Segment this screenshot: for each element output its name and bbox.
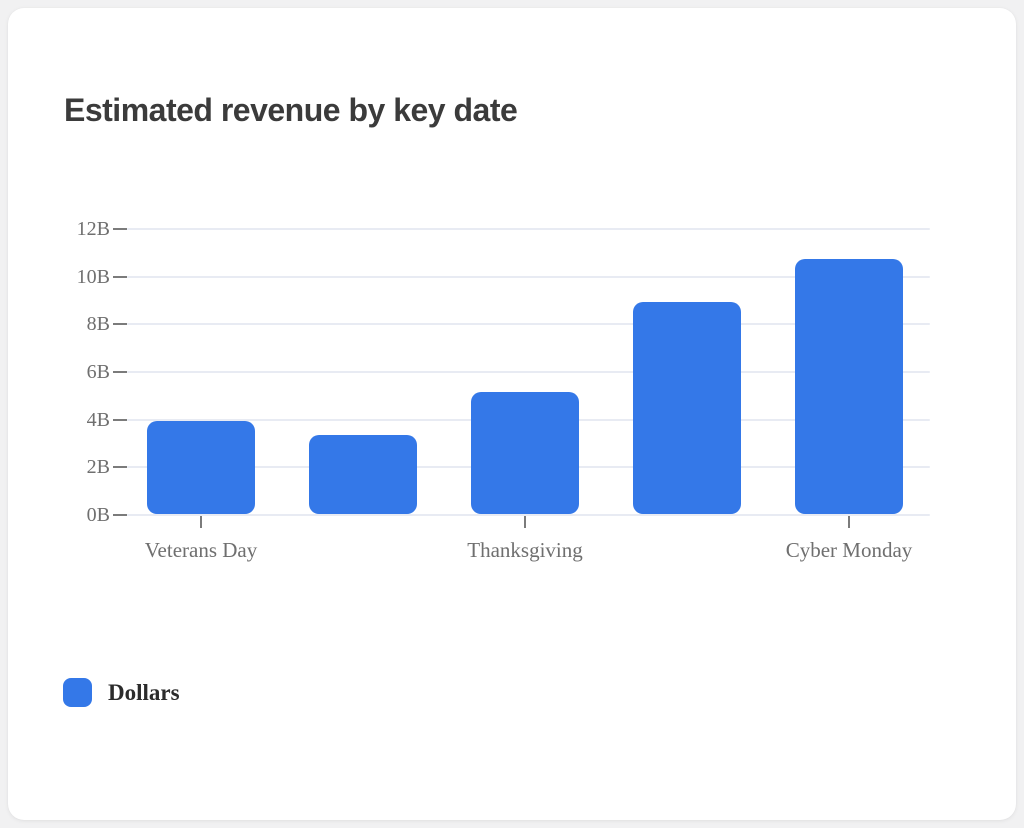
- y-axis-tick-12b: [113, 228, 127, 230]
- legend-label: Dollars: [108, 679, 180, 705]
- y-axis-tick-4b: [113, 418, 127, 421]
- chart-legend: Dollars: [63, 678, 180, 707]
- gridline-10b: [127, 275, 930, 278]
- y-axis-tick-8b: [113, 323, 127, 326]
- y-axis-tick-2b: [113, 466, 127, 469]
- legend-swatch-icon: [63, 678, 92, 707]
- y-axis-tick-6b: [113, 371, 127, 373]
- y-axis-tick-10b: [113, 275, 127, 278]
- bar-thanksgiving[interactable]: [471, 392, 579, 514]
- y-axis-label-0b: 0B: [86, 504, 110, 526]
- chart-card: Estimated revenue by key date 0B 2B 4B 6B 8B…: [8, 8, 1016, 820]
- gridline-6b: [127, 371, 930, 373]
- legend-item-dollars[interactable]: Dollars: [63, 678, 180, 707]
- gridline-8b: [127, 323, 930, 326]
- x-axis-tick-cyber-monday: [848, 516, 850, 528]
- x-axis-label-thanksgiving: Thanksgiving: [467, 538, 583, 562]
- gridline-0b: [127, 514, 930, 516]
- bar-series-2[interactable]: [309, 435, 417, 514]
- y-axis-label-2b: 2B: [86, 456, 110, 479]
- bar-cyber-monday[interactable]: [795, 258, 903, 514]
- y-axis-label-10b: 10B: [76, 265, 110, 288]
- y-axis-label-6b: 6B: [86, 361, 110, 383]
- bar-series-4[interactable]: [633, 301, 741, 514]
- bar-veterans-day[interactable]: [147, 421, 255, 514]
- y-axis-label-8b: 8B: [86, 313, 110, 336]
- y-axis-label-12b: 12B: [76, 218, 110, 240]
- y-axis-tick-0b: [113, 514, 127, 516]
- x-axis-tick-thanksgiving: [524, 516, 526, 528]
- y-axis-label-4b: 4B: [86, 408, 110, 431]
- x-axis-tick-veterans-day: [200, 516, 202, 528]
- plot-area: 0B 2B 4B 6B 8B 10B 12B Veterans Day Thanksgiving…: [77, 218, 930, 562]
- chart-title: Estimated revenue by key date: [64, 92, 518, 128]
- gridline-12b: [127, 228, 930, 230]
- x-axis-label-cyber-monday: Cyber Monday: [785, 538, 913, 562]
- x-axis-label-veterans-day: Veterans Day: [144, 538, 258, 562]
